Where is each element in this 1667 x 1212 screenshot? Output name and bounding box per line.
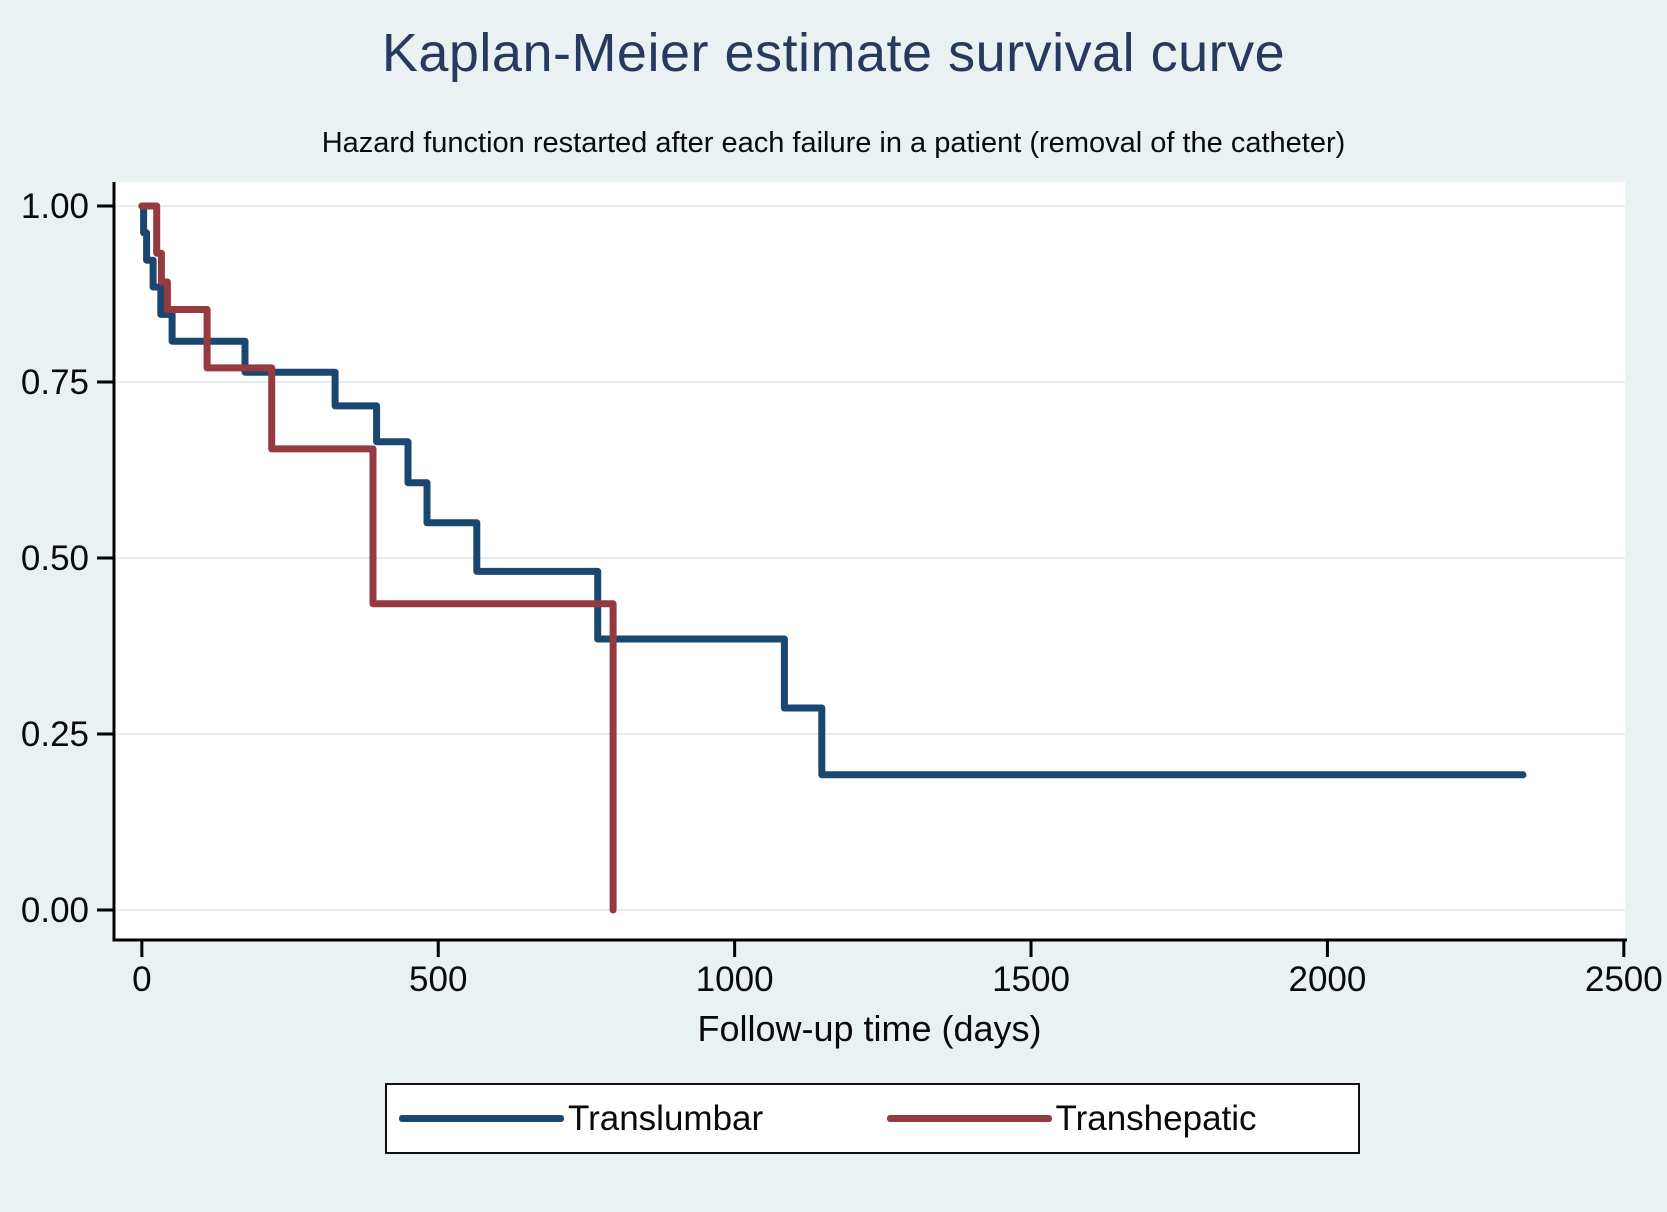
x-tick-label: 0 [132,960,151,999]
x-tick-label: 2500 [1585,960,1663,999]
legend-label-transhepatic: Transhepatic [1055,1098,1257,1138]
legend: Translumbar Transhepatic [385,1083,1360,1154]
x-axis-title: Follow-up time (days) [697,1008,1042,1049]
y-tick-label: 0.75 [21,363,89,402]
x-tick-label: 1000 [696,960,774,999]
chart-subtitle: Hazard function restarted after each fai… [321,127,1346,159]
legend-item-transhepatic: Transhepatic [886,1098,1359,1139]
x-tick-label: 1500 [992,960,1070,999]
plot-background [114,182,1625,940]
x-tick-label: 2000 [1288,960,1366,999]
series-transhepatic-path [138,202,617,914]
legend-item-translumbar: Translumbar [399,1099,871,1139]
series-translumbar-path [138,202,1527,779]
y-tick-label: 1.00 [21,187,89,226]
x-tick-label: 500 [409,960,467,999]
chart-title: Kaplan-Meier estimate survival curve [381,23,1286,83]
legend-line-translumbar [399,1115,564,1122]
y-tick-label: 0.25 [21,715,89,754]
plot-svg: 0.00 0.25 0.50 0.75 1.00 0 500 1000 1500 2000 2500 [21,182,1663,999]
y-tick-label: 0.00 [21,891,89,930]
legend-line-transhepatic [886,1115,1052,1122]
legend-label-translumbar: Translumbar [568,1098,764,1138]
y-tick-label: 0.50 [21,539,89,578]
